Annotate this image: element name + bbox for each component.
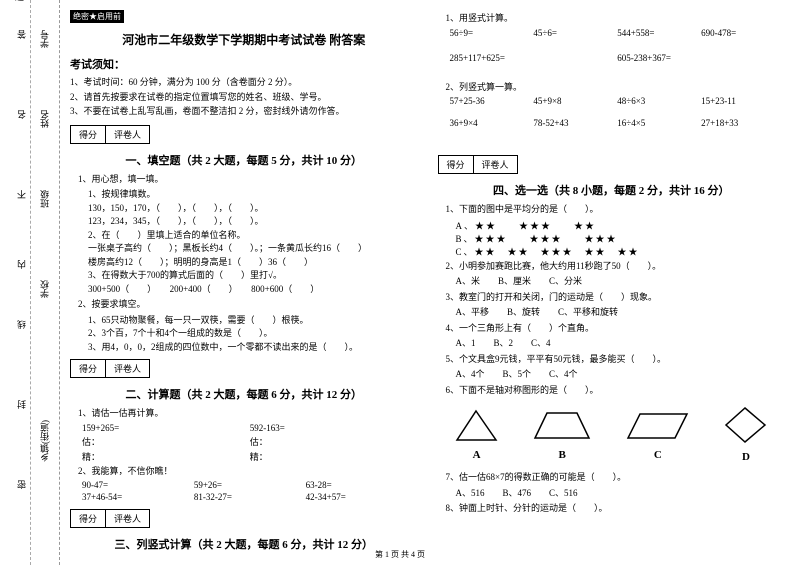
s3-q1: 1、用竖式计算。 [446,12,786,26]
s2-q1-r1: 估：估： [82,435,418,448]
exam-title: 河池市二年级数学下学期期中考试试卷 附答案 [70,31,418,48]
score-box-4: 得分 评卷人 [438,155,518,174]
section3-title: 三、列竖式计算（共 2 大题，每题 6 分，共计 12 分） [70,536,418,552]
mark-6: 封 [15,400,28,409]
s1-q1-i5: 楼房高约12（ ）；明明的身高是1（ ）36（ ） [88,256,418,270]
page-content: 绝密★启用前 河池市二年级数学下学期期中考试试卷 附答案 考试须知： 1、考试时… [65,0,800,567]
mark-4: 内 [15,260,28,269]
s4-q6: 6、下面不是轴对称图形的是（ ）。 [446,384,786,398]
grader-label: 评卷人 [106,126,149,143]
left-column: 绝密★启用前 河池市二年级数学下学期期中考试试卷 附答案 考试须知： 1、考试时… [70,10,418,557]
s4-q3: 3、教室门的打开和关闭，门的运动是（ ）现象。 [446,291,786,305]
s2-q1-r0: 159+265=592-163= [82,423,418,433]
notice-3: 3、不要在试卷上乱写乱画，卷面不整洁扣 2 分，密封线外请勿作答。 [70,105,418,118]
s4-q1: 1、下面的图中是平均分的是（ ）。 [446,203,786,217]
mark-1: 题 [15,0,24,3]
s2-q2-r0: 90-47=59+26=63-28= [82,480,418,490]
shape-row: A B C D [438,405,786,463]
s4-q3-opts: A、平移 B、旋转 C、平移和旋转 [456,306,786,320]
s4-q7: 7、估一估68×7的得数正确的可能是（ ）。 [446,471,786,485]
s1-q1-i7: 300+500（ ） 200+400（ ） 800+600（ ） [88,283,418,297]
shape-trapezoid: B [532,408,592,461]
label-studentid: 学号 [38,30,51,48]
section2-title: 二、计算题（共 2 大题，每题 6 分，共计 12 分） [70,386,418,402]
mark-5: 线 [15,320,28,329]
s2-q1: 1、请估一估再计算。 [78,407,418,421]
s4-q7-opts: A、516 B、476 C、516 [456,487,786,501]
notice-2: 2、请首先按要求在试卷的指定位置填写您的姓名、班级、学号。 [70,91,418,104]
mark-3: 不 [15,190,28,199]
score-box-2: 得分 评卷人 [70,359,150,378]
right-column: 1、用竖式计算。 56÷9=45÷6=544+558=690-478= 285+… [438,10,786,557]
s2-q2: 2、我能算，不信你瞧！ [78,465,418,479]
s4-q2-opts: A、米 B、厘米 C、分米 [456,275,786,289]
s1-q2-i1: 2、3个百，7个十和4个一组成的数是（ ）。 [88,327,418,341]
notice-heading: 考试须知： [70,56,418,72]
label-town: 乡镇(街道) [38,420,51,462]
s1-q2: 2、按要求填空。 [78,298,418,312]
s1-q2-i2: 3、用4，0，0，2组成的四位数中，一个零都不读出来的是（ ）。 [88,341,418,355]
s4-q8: 8、钟面上时针、分针的运动是（ ）。 [446,502,786,516]
notice-1: 1、考试时间：60 分钟，满分为 100 分（含卷面分 2 分）。 [70,76,418,89]
binding-sidebar: 学号 姓名 班级 学校 乡镇(街道) 答 题 名 不 内 线 封 密 [0,0,60,565]
shape-parallelogram: C [625,408,690,461]
s1-q1-i0: 1、按规律填数。 [88,188,418,202]
shape-diamond: D [723,405,768,463]
s3-q2-r0: 57+25-3645+9×848÷6×315+23-11 [450,96,786,106]
score-box-1: 得分 评卷人 [70,125,150,144]
s1-q1-i3: 2、在（ ）里填上适合的单位名称。 [88,229,418,243]
s2-q2-r1: 37+46-54=81-32-27=42-34+57= [82,492,418,502]
s1-q1: 1、用心想，填一填。 [78,173,418,187]
s1-q1-i4: 一张桌子高约（ ）；黑板长约4（ ）。；一条黄瓜长约16（ ） [88,242,418,256]
s4-q5: 5、个文具盒9元钱，平平有50元钱，最多能买（ ）。 [446,353,786,367]
s3-q1-r0: 56÷9=45÷6=544+558=690-478= [450,28,786,38]
s1-q2-i0: 1、65只动物聚餐，每一只一双筷，需要（ ）根筷。 [88,314,418,328]
score-label: 得分 [71,126,106,143]
section1-title: 一、填空题（共 2 大题，每题 5 分，共计 10 分） [70,152,418,168]
s4-q4: 4、一个三角形上有（ ）个直角。 [446,322,786,336]
s4-q1-c: C、★★ ★★ ★★★ ★★ ★★ [456,245,786,258]
s2-q1-r2: 精：精： [82,450,418,463]
s3-q1-r1: 285+117+625=605-238+367= [450,53,786,63]
label-name: 姓名 [38,110,51,128]
score-box-3: 得分 评卷人 [70,509,150,528]
s4-q5-opts: A、4个 B、5个 C、4个 [456,368,786,382]
label-school: 学校 [38,280,51,298]
s3-q2-r1: 36+9×478-52+4316÷4×527+18+33 [450,118,786,128]
s3-q2: 2、列竖式算一算。 [446,81,786,95]
s1-q1-i1: 130，150，170，（ ），（ ），（ ）。 [88,202,418,216]
section4-title: 四、选一选（共 8 小题，每题 2 分，共计 16 分） [438,182,786,198]
mark-2: 名 [15,110,28,119]
label-class: 班级 [38,190,51,208]
s1-q1-i2: 123，234，345，（ ），（ ），（ ）。 [88,215,418,229]
s4-q4-opts: A、1 B、2 C、4 [456,337,786,351]
mark-0: 答 [15,30,28,39]
secret-label: 绝密★启用前 [70,10,124,23]
s1-q1-i6: 3、在得数大于700的算式后面的（ ）里打√。 [88,269,418,283]
mark-7: 密 [15,480,28,489]
s4-q1-b: B、★★★ ★★★ ★★★ [456,232,786,245]
s4-q1-a: A、★★ ★★★ ★★ [456,219,786,232]
shape-triangle: A [454,408,499,461]
page-footer: 第 1 页 共 4 页 [375,549,425,560]
s4-q2: 2、小明参加赛跑比赛，他大约用11秒跑了50（ ）。 [446,260,786,274]
